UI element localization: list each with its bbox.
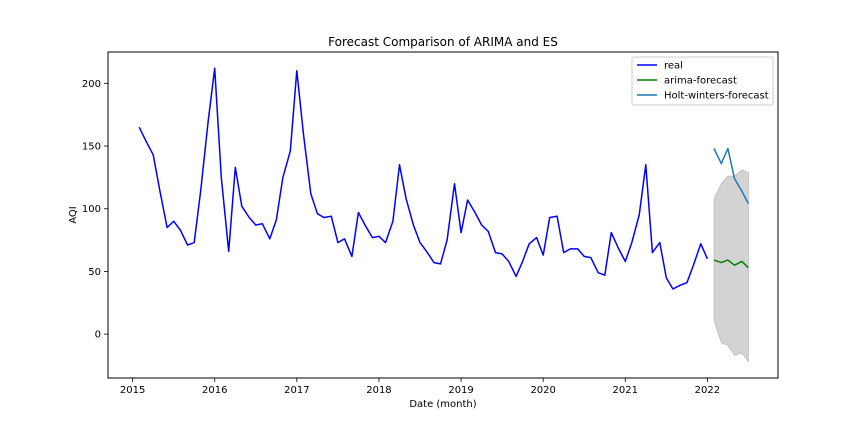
y-tick-label: 200: [82, 79, 101, 90]
series-line-arima-forecast: [713, 259, 749, 269]
legend-label: arima-forecast: [664, 76, 737, 87]
x-tick-label: 2021: [613, 385, 638, 396]
y-axis: 0 50 100 150 200: [82, 79, 108, 341]
y-tick-label: 50: [88, 267, 101, 278]
x-tick-label: 2018: [366, 385, 391, 396]
confidence-band-layer: [713, 169, 749, 363]
y-tick-label: 100: [82, 204, 101, 215]
x-tick-label: 2015: [120, 385, 145, 396]
chart-title: Forecast Comparison of ARIMA and ES: [328, 35, 558, 49]
legend-box: [631, 56, 774, 106]
series-line-holt-winters-forecast: [713, 147, 750, 205]
series-layer: [138, 67, 750, 290]
series-line-real: [138, 67, 709, 290]
legend-label: Holt-winters-forecast: [664, 91, 769, 102]
x-axis: 2015 2016 2017 2018 2019 2020 2021 2022: [120, 378, 720, 396]
y-axis-label: AQI: [68, 206, 79, 224]
plot-frame: [107, 51, 779, 379]
confidence-band: [713, 169, 749, 363]
x-tick-label: 2019: [448, 385, 473, 396]
x-tick-label: 2022: [695, 385, 720, 396]
x-tick-label: 2017: [284, 385, 309, 396]
x-axis-label: Date (month): [409, 399, 476, 410]
x-tick-label: 2020: [530, 385, 555, 396]
legend: real arima-forecast Holt-winters-forecast: [631, 56, 774, 106]
x-tick-label: 2016: [202, 385, 227, 396]
y-tick-label: 0: [95, 330, 101, 341]
legend-label: real: [664, 61, 683, 72]
y-tick-label: 150: [82, 142, 101, 153]
